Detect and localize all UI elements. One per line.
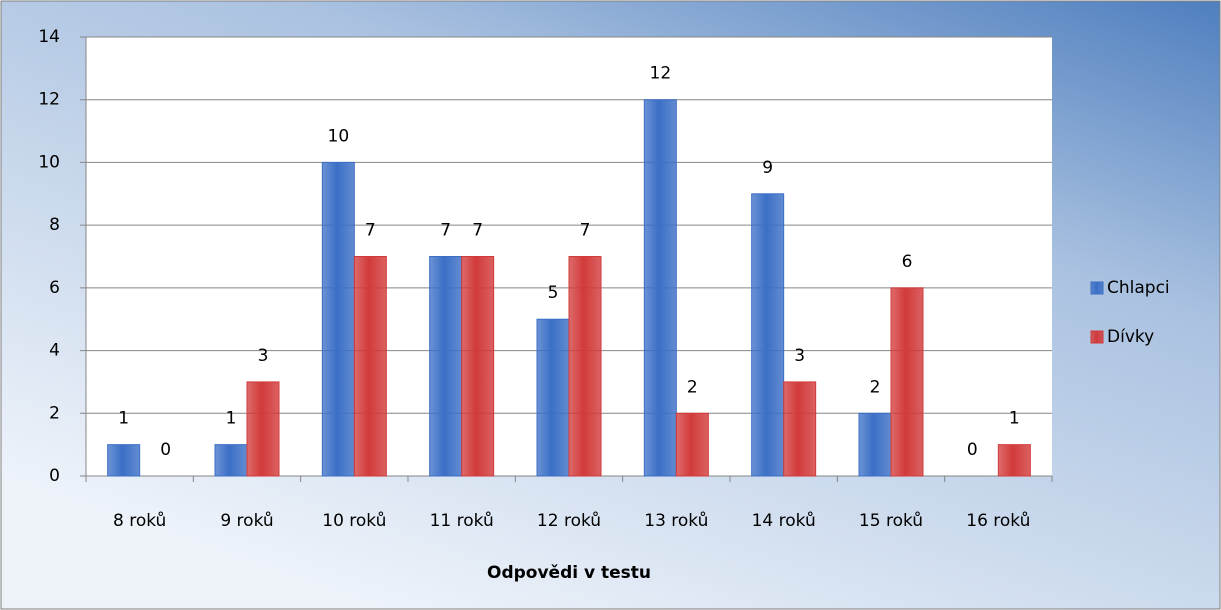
data-label: 0: [967, 440, 978, 460]
bar: [643, 99, 677, 477]
bar: [429, 256, 463, 477]
legend-label: Dívky: [1107, 327, 1154, 347]
legend-label: Chlapci: [1107, 278, 1170, 298]
x-tick-label: 10 roků: [322, 511, 386, 531]
data-label: 3: [258, 346, 269, 366]
y-tick-label: 14: [38, 27, 60, 47]
y-tick-label: 8: [49, 215, 60, 235]
bar: [107, 444, 141, 477]
bar: [858, 412, 892, 477]
x-tick-label: 15 roků: [859, 511, 923, 531]
bar: [321, 161, 355, 477]
y-tick-label: 0: [49, 466, 60, 486]
x-tick-label: 13 roků: [644, 511, 708, 531]
bar: [536, 318, 570, 477]
data-label: 9: [762, 158, 773, 178]
bar: [675, 412, 709, 477]
legend-swatch: [1090, 281, 1104, 295]
data-label: 2: [687, 377, 698, 397]
data-label: 1: [1009, 409, 1020, 429]
data-label: 3: [794, 346, 805, 366]
x-axis-title: Odpovědi v testu: [487, 563, 651, 583]
x-tick-label: 16 roků: [966, 511, 1030, 531]
x-tick-label: 12 roků: [537, 511, 601, 531]
y-tick-label: 12: [38, 90, 60, 110]
bar: [353, 256, 387, 477]
data-label: 7: [472, 221, 483, 241]
bar: [997, 444, 1031, 477]
bar: [246, 381, 280, 477]
x-tick-label: 11 roků: [430, 511, 494, 531]
y-tick-label: 10: [38, 152, 60, 172]
data-label: 7: [365, 221, 376, 241]
y-tick-label: 4: [49, 341, 60, 361]
data-label: 7: [440, 221, 451, 241]
x-tick-label: 9 roků: [220, 511, 273, 531]
legend-swatch: [1090, 330, 1104, 344]
data-label: 5: [548, 283, 559, 303]
data-label: 0: [160, 440, 171, 460]
bar: [890, 287, 924, 477]
x-tick-label: 8 roků: [113, 511, 166, 531]
bar: [461, 256, 495, 477]
data-label: 10: [328, 126, 350, 146]
data-label: 6: [902, 252, 913, 272]
data-label: 2: [870, 377, 881, 397]
data-label: 12: [650, 64, 672, 84]
bar: [751, 193, 785, 477]
bar: [783, 381, 817, 477]
data-label: 7: [580, 221, 591, 241]
x-tick-label: 14 roků: [752, 511, 816, 531]
y-tick-label: 2: [49, 403, 60, 423]
bar: [568, 256, 602, 477]
data-label: 1: [118, 409, 129, 429]
bar: [214, 444, 248, 477]
y-tick-label: 6: [49, 278, 60, 298]
data-label: 1: [226, 409, 237, 429]
